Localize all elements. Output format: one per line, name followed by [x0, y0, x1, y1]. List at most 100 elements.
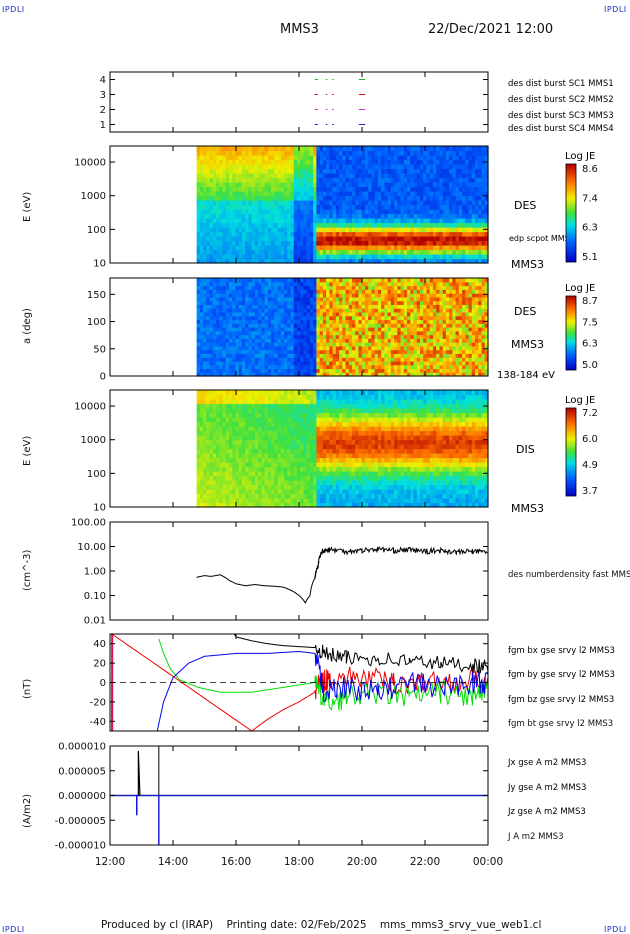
dis-energy-cell — [196, 439, 201, 445]
des-energy-cell — [313, 231, 318, 237]
des-pitch-cell — [436, 296, 441, 302]
des-pitch-cell — [339, 300, 343, 305]
des-pitch-cell — [342, 334, 347, 339]
des-energy-cell — [326, 209, 330, 215]
des-pitch-cell — [322, 338, 327, 343]
des-energy-cell — [403, 146, 408, 152]
des-energy-cell — [371, 168, 376, 174]
des-pitch-cell — [235, 289, 240, 294]
des-pitch-cell — [264, 364, 269, 370]
des-energy-cell — [332, 231, 337, 237]
des-pitch-cell — [316, 368, 321, 373]
des-energy-cell — [225, 240, 230, 246]
des-pitch-cell — [432, 360, 437, 366]
des-energy-cell — [219, 177, 224, 183]
des-energy-cell — [196, 231, 201, 237]
des-energy-cell — [445, 227, 450, 233]
des-pitch-cell — [293, 345, 298, 351]
des-pitch-cell — [313, 293, 318, 298]
des-energy-cell — [212, 245, 217, 251]
des-pitch-cell — [245, 342, 250, 347]
des-pitch-cell — [407, 334, 411, 339]
des-pitch-cell — [390, 315, 395, 321]
dis-energy-cell — [212, 399, 217, 405]
des-energy-cell — [254, 173, 259, 179]
dis-energy-cell — [209, 399, 214, 405]
des-pitch-cell — [306, 368, 311, 373]
des-pitch-cell — [413, 285, 418, 290]
des-pitch-cell — [442, 311, 447, 317]
dis-energy-cell — [212, 462, 217, 468]
des-pitch-cell — [358, 304, 363, 309]
des-energy-cell — [209, 240, 214, 246]
des-energy-cell — [381, 240, 385, 246]
dis-energy-cell — [203, 408, 207, 414]
des-energy-cell — [484, 236, 489, 242]
des-energy-cell — [274, 249, 279, 255]
des-pitch-cell — [339, 364, 343, 370]
des-pitch-cell — [462, 327, 466, 332]
des-energy-cell — [475, 195, 479, 201]
des-pitch-cell — [258, 338, 262, 343]
des-energy-cell — [225, 213, 230, 219]
des-pitch-cell — [478, 372, 483, 377]
des-pitch-cell — [196, 334, 201, 339]
des-pitch-cell — [274, 278, 279, 283]
des-energy-cell — [468, 245, 473, 251]
des-pitch-cell — [284, 323, 288, 328]
des-energy-cell — [384, 254, 389, 260]
des-energy-cell — [465, 150, 470, 156]
des-energy-cell — [238, 254, 243, 260]
des-pitch-cell — [274, 342, 279, 347]
des-energy-cell — [432, 213, 437, 219]
des-energy-cell — [416, 231, 421, 237]
des-energy-cell — [381, 231, 385, 237]
des-energy-cell — [387, 159, 392, 165]
des-pitch-cell — [306, 353, 311, 358]
des-pitch-cell — [203, 296, 207, 302]
des-pitch-cell — [364, 342, 369, 347]
des-pitch-cell — [232, 345, 237, 351]
des-energy-cell — [377, 245, 382, 251]
des-energy-cell — [426, 155, 431, 161]
des-energy-cell — [368, 146, 373, 152]
des-pitch-cell — [329, 311, 334, 317]
des-pitch-cell — [426, 368, 431, 373]
des-energy-cell — [339, 254, 343, 260]
des-energy-cell — [261, 164, 266, 170]
des-pitch-cell — [420, 304, 424, 309]
des-energy-cell — [306, 245, 311, 251]
des-energy-cell — [271, 146, 275, 152]
des-energy-cell — [358, 164, 363, 170]
des-energy-cell — [432, 195, 437, 201]
des-pitch-cell — [329, 300, 334, 305]
des-energy-cell — [254, 240, 259, 246]
des-energy-cell — [342, 146, 347, 152]
des-energy-cell — [316, 155, 321, 161]
des-pitch-cell — [264, 296, 269, 302]
des-pitch-cell — [329, 360, 334, 366]
des-energy-cell — [352, 146, 356, 152]
des-energy-cell — [436, 146, 441, 152]
des-energy-cell — [455, 240, 460, 246]
des-pitch-cell — [436, 289, 441, 294]
des-pitch-cell — [322, 353, 327, 358]
des-pitch-cell — [274, 327, 279, 332]
des-energy-cell — [465, 195, 470, 201]
des-energy-cell — [475, 146, 479, 152]
des-pitch-cell — [209, 319, 214, 324]
des-pitch-cell — [274, 293, 279, 298]
des-pitch-cell — [332, 311, 337, 317]
des-energy-cell — [277, 204, 282, 210]
des-energy-cell — [203, 177, 207, 183]
des-pitch-cell — [203, 285, 207, 290]
dis-energy-cell — [199, 390, 204, 396]
des-pitch-cell — [309, 357, 314, 362]
des-energy-cell — [229, 254, 233, 260]
des-pitch-cell — [274, 330, 279, 336]
des-pitch-cell — [300, 342, 305, 347]
des-pitch-cell — [403, 357, 408, 362]
des-pitch-cell — [261, 368, 266, 373]
des-pitch-cell — [348, 281, 353, 287]
dis-energy-cell — [225, 399, 230, 405]
